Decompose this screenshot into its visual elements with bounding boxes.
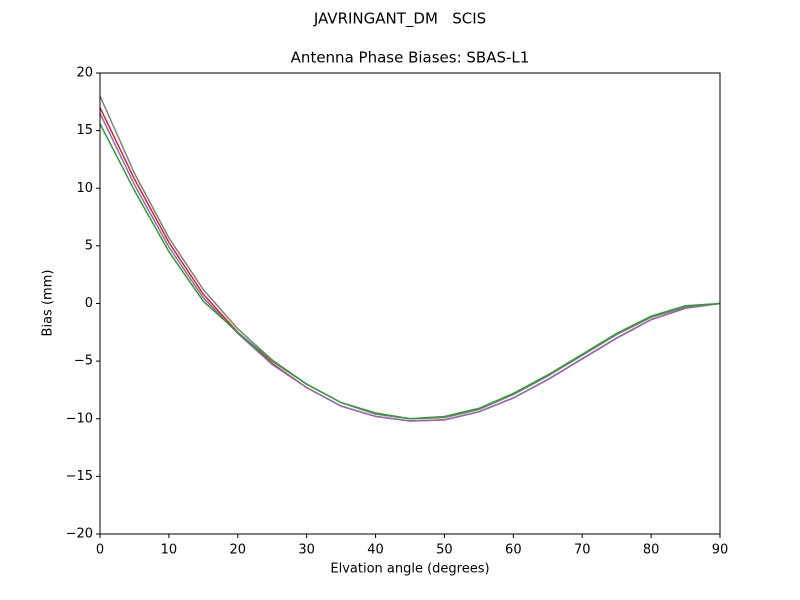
x-tick-label: 80: [643, 543, 660, 558]
y-tick-label: 0: [85, 296, 93, 311]
x-tick-label: 30: [298, 543, 315, 558]
y-tick-label: −20: [66, 527, 93, 542]
x-axis-label: Elvation angle (degrees): [330, 562, 489, 577]
chart-title: Antenna Phase Biases: SBAS-L1: [291, 49, 530, 67]
y-tick-label: 5: [85, 238, 93, 253]
x-tick-label: 50: [436, 543, 453, 558]
x-tick-label: 10: [161, 543, 178, 558]
y-tick-label: −5: [74, 354, 93, 369]
y-tick-label: 20: [76, 66, 93, 81]
x-tick-label: 70: [574, 543, 591, 558]
x-tick-label: 40: [367, 543, 384, 558]
x-tick-label: 20: [230, 543, 247, 558]
x-tick-label: 60: [505, 543, 522, 558]
series-line: [99, 113, 721, 422]
series-line: [99, 123, 721, 420]
series-line: [99, 107, 721, 422]
suptitle: JAVRINGANT_DM SCIS: [313, 10, 486, 29]
y-tick-label: −15: [66, 469, 93, 484]
plot-frame: [99, 72, 721, 535]
x-tick-label: 90: [712, 543, 729, 558]
series-line: [99, 95, 721, 420]
y-tick-label: 10: [76, 181, 93, 196]
y-axis-label: Bias (mm): [41, 270, 56, 337]
x-tick-label: 0: [96, 543, 104, 558]
y-tick-label: −10: [66, 411, 93, 426]
y-tick-label: 15: [76, 123, 93, 138]
